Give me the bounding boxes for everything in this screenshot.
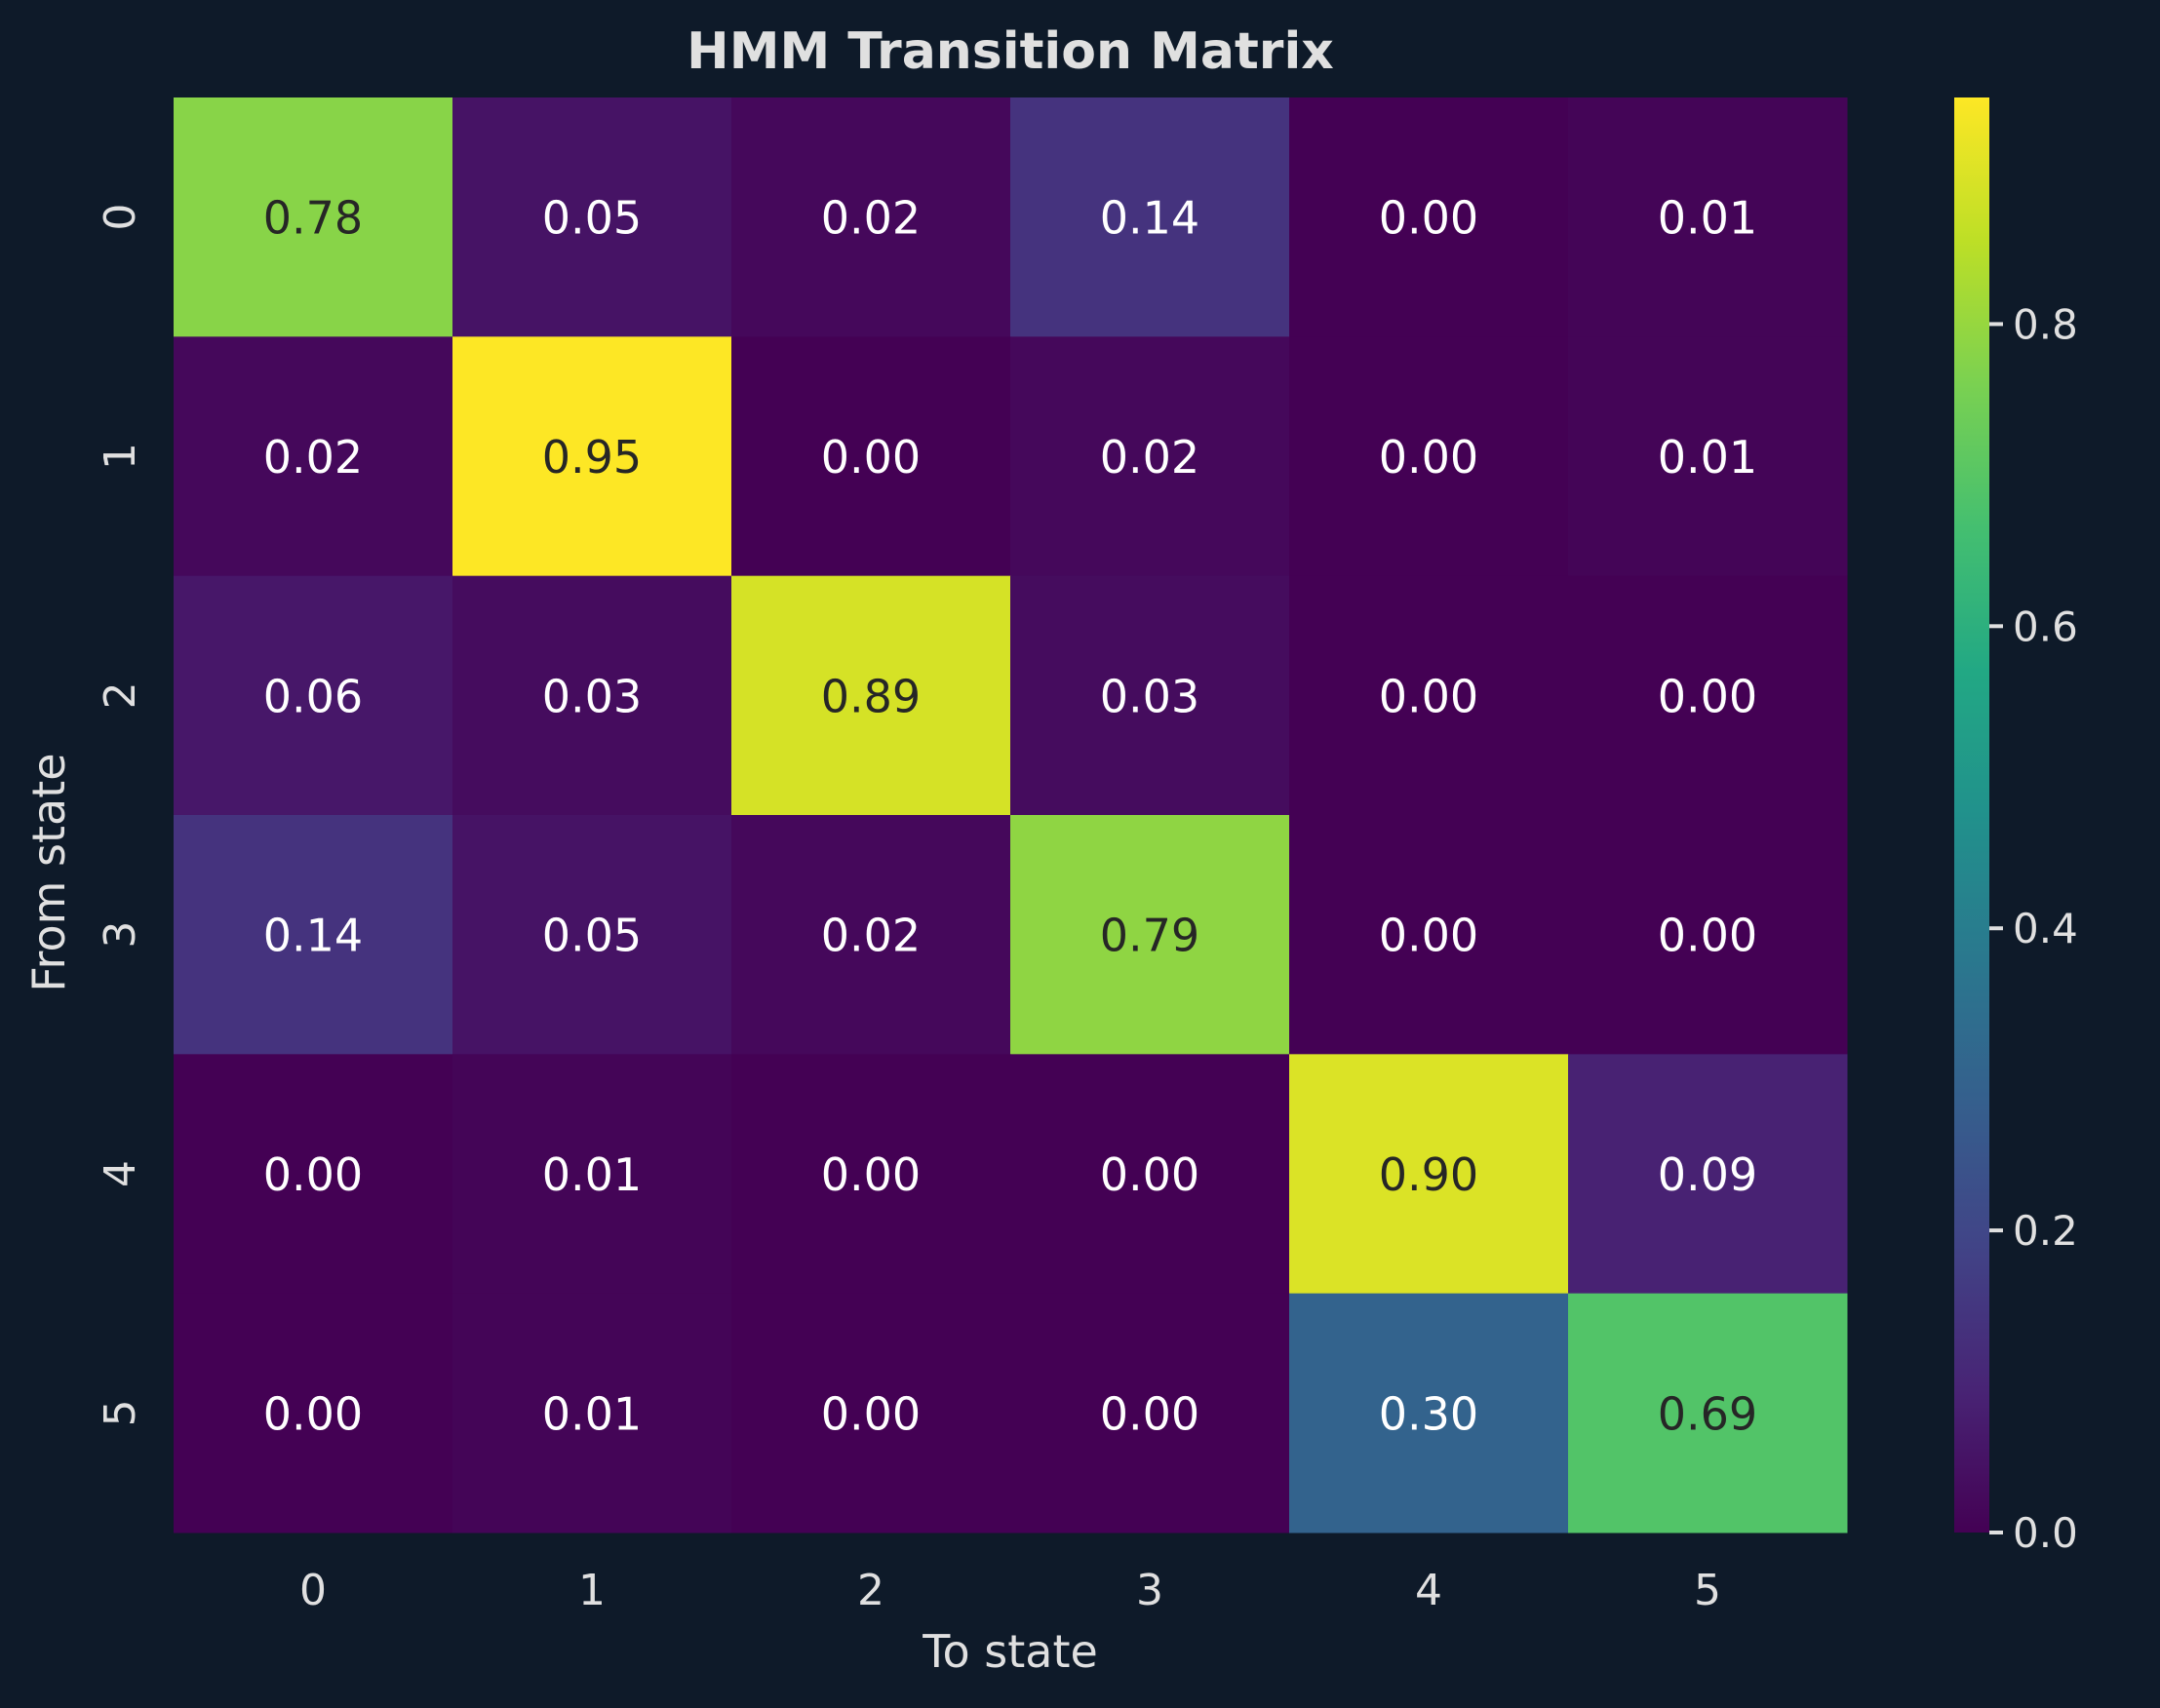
heatmap-cell-5-3: [1010, 1293, 1290, 1533]
cell-label-2-4: 0.00: [1379, 670, 1478, 722]
cell-label-2-1: 0.03: [542, 670, 642, 722]
heatmap-cell-0-0: [174, 97, 453, 337]
heatmap-cell-4-2: [731, 1054, 1011, 1295]
heatmap-cell-1-1: [452, 336, 732, 577]
x-axis-ticks: 0 1 2 3 4 5: [299, 1566, 1721, 1615]
heatmap-cell-5-5: [1568, 1293, 1848, 1533]
heatmap-cell-3-5: [1568, 815, 1848, 1055]
y-axis-label: From state: [22, 753, 75, 991]
heatmap-cell-0-4: [1289, 97, 1569, 337]
cell-label-4-3: 0.00: [1100, 1148, 1199, 1201]
cell-label-3-1: 0.05: [542, 910, 642, 962]
chart-title: HMM Transition Matrix: [687, 22, 1334, 81]
cell-label-2-5: 0.00: [1658, 670, 1757, 722]
cell-label-5-5: 0.69: [1658, 1387, 1757, 1440]
heatmap-cell-5-0: [174, 1293, 453, 1533]
heatmap-cell-1-2: [731, 336, 1011, 577]
heatmap-cell-1-4: [1289, 336, 1569, 577]
cell-label-5-4: 0.30: [1379, 1387, 1478, 1440]
colorbar-tick-label: 0.4: [2013, 905, 2078, 952]
heatmap-cell-0-5: [1568, 97, 1848, 337]
cell-label-2-0: 0.06: [263, 670, 363, 722]
cell-label-0-3: 0.14: [1100, 192, 1199, 245]
colorbar-tick-label: 0.2: [2013, 1207, 2078, 1255]
y-tick-label-1: 1: [96, 443, 145, 470]
cell-label-1-3: 0.02: [1100, 431, 1199, 484]
cell-label-3-2: 0.02: [821, 910, 921, 962]
cell-label-5-3: 0.00: [1100, 1387, 1199, 1440]
heatmap-cell-0-1: [452, 97, 732, 337]
x-tick-label-2: 2: [857, 1566, 884, 1615]
cell-label-5-1: 0.01: [542, 1387, 642, 1440]
colorbar-tick-label: 0.8: [2013, 300, 2078, 348]
heatmap-cell-3-0: [174, 815, 453, 1055]
cell-annotations: 0.78 0.05 0.02 0.14 0.00 0.01 0.02 0.95 0.00 0.02…: [263, 192, 1757, 1441]
heatmap-cell-1-5: [1568, 336, 1848, 577]
cell-label-5-2: 0.00: [821, 1387, 921, 1440]
cell-label-4-0: 0.00: [263, 1148, 363, 1201]
heatmap-cell-3-4: [1289, 815, 1569, 1055]
y-tick-label-0: 0: [96, 204, 145, 231]
cell-label-1-4: 0.00: [1379, 431, 1478, 484]
heatmap-cell-4-5: [1568, 1054, 1848, 1295]
y-axis-ticks: 0 1 2 3 4 5: [96, 204, 145, 1427]
cell-label-3-0: 0.14: [263, 910, 363, 962]
y-tick-label-3: 3: [96, 921, 145, 949]
cell-label-4-1: 0.01: [542, 1148, 642, 1201]
heatmap-cell-1-3: [1010, 336, 1290, 577]
y-tick-label-4: 4: [96, 1160, 145, 1187]
cell-label-0-0: 0.78: [263, 192, 363, 245]
colorbar-ticks: 0.0 0.2 0.4 0.6 0.8: [1989, 300, 2078, 1557]
heatmap-cell-4-3: [1010, 1054, 1290, 1295]
x-tick-label-3: 3: [1136, 1566, 1163, 1615]
x-tick-label-0: 0: [299, 1566, 327, 1615]
y-tick-label-2: 2: [96, 681, 145, 709]
cell-label-0-5: 0.01: [1658, 192, 1757, 245]
cell-label-1-5: 0.01: [1658, 431, 1757, 484]
cell-label-3-3: 0.79: [1100, 910, 1199, 962]
heatmap-cell-5-2: [731, 1293, 1011, 1533]
heatmap-cell-2-4: [1289, 575, 1569, 816]
x-tick-label-5: 5: [1694, 1566, 1721, 1615]
x-tick-label-4: 4: [1415, 1566, 1442, 1615]
cell-label-5-0: 0.00: [263, 1387, 363, 1440]
cell-label-0-1: 0.05: [542, 192, 642, 245]
cell-label-1-0: 0.02: [263, 431, 363, 484]
cell-label-4-4: 0.90: [1379, 1148, 1478, 1201]
heatmap-cell-5-1: [452, 1293, 732, 1533]
heatmap-cell-0-3: [1010, 97, 1290, 337]
colorbar-tick-label: 0.6: [2013, 602, 2078, 650]
heatmap-cell-2-2: [731, 575, 1011, 816]
heatmap-cells: [174, 97, 1848, 1533]
heatmap-cell-1-0: [174, 336, 453, 577]
cell-label-3-4: 0.00: [1379, 910, 1478, 962]
heatmap-cell-3-2: [731, 815, 1011, 1055]
cell-label-1-2: 0.00: [821, 431, 921, 484]
cell-label-4-2: 0.00: [821, 1148, 921, 1201]
heatmap-cell-0-2: [731, 97, 1011, 337]
heatmap-cell-2-1: [452, 575, 732, 816]
cell-label-3-5: 0.00: [1658, 910, 1757, 962]
heatmap-cell-2-5: [1568, 575, 1848, 816]
cell-label-2-3: 0.03: [1100, 670, 1199, 722]
heatmap-cell-2-0: [174, 575, 453, 816]
y-tick-label-5: 5: [96, 1399, 145, 1426]
cell-label-2-2: 0.89: [821, 670, 921, 722]
heatmap-cell-4-1: [452, 1054, 732, 1295]
cell-label-1-1: 0.95: [542, 431, 642, 484]
heatmap-cell-4-0: [174, 1054, 453, 1295]
heatmap-cell-3-3: [1010, 815, 1290, 1055]
x-axis-label: To state: [922, 1625, 1098, 1678]
x-tick-label-1: 1: [578, 1566, 606, 1615]
cell-label-0-4: 0.00: [1379, 192, 1478, 245]
heatmap-cell-2-3: [1010, 575, 1290, 816]
heatmap-cell-5-4: [1289, 1293, 1569, 1533]
heatmap-cell-4-4: [1289, 1054, 1569, 1295]
heatmap-cell-3-1: [452, 815, 732, 1055]
colorbar: [1954, 97, 1989, 1533]
cell-label-0-2: 0.02: [821, 192, 921, 245]
colorbar-tick-label: 0.0: [2013, 1509, 2078, 1557]
cell-label-4-5: 0.09: [1658, 1148, 1757, 1201]
